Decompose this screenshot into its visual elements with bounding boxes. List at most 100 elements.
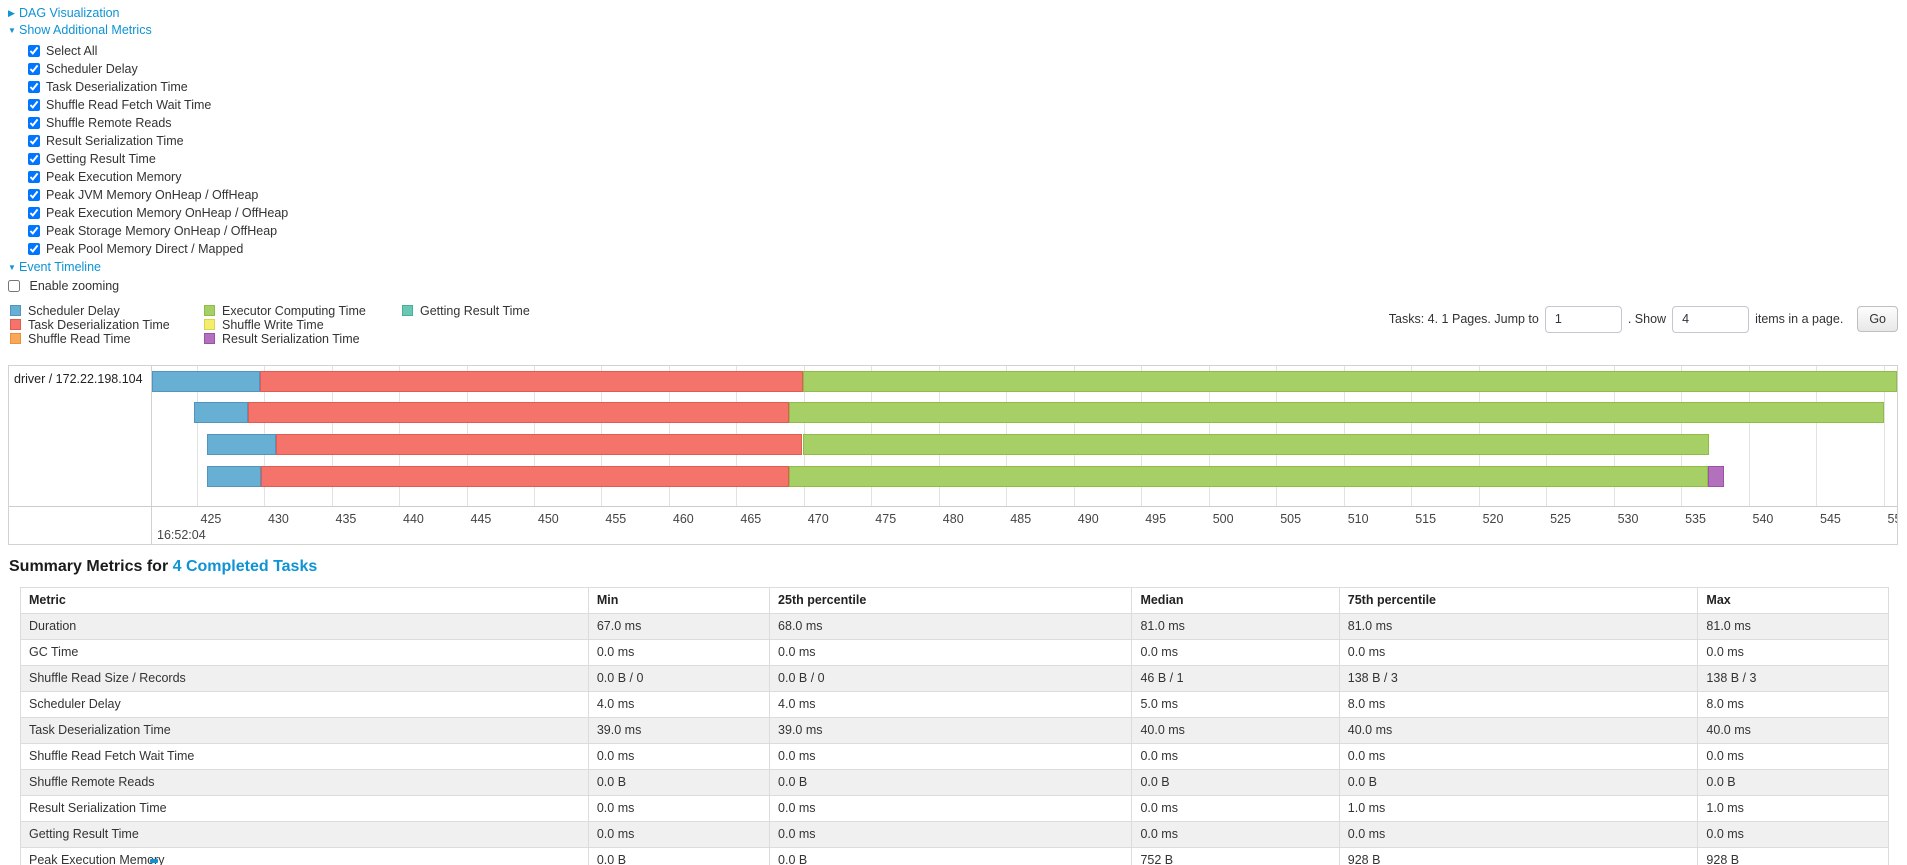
jump-to-page-input[interactable] bbox=[1544, 305, 1622, 333]
metric-checkbox-select-all[interactable] bbox=[28, 45, 40, 57]
metric-checkbox-label-select-all: Select All bbox=[46, 44, 98, 58]
summary-metric-value: 81.0 ms bbox=[1338, 613, 1699, 640]
timeline-tick-480: 480 bbox=[942, 512, 964, 526]
summary-metric-value: 46 B / 1 bbox=[1131, 665, 1340, 692]
metric-checkbox-row-shuffle-read-fetch-wait-time: Shuffle Read Fetch Wait Time bbox=[28, 96, 1907, 114]
task-3-segment-task_deserialization[interactable] bbox=[276, 434, 803, 455]
summary-metric-value: 0.0 ms bbox=[1338, 821, 1699, 848]
executor-group-label: driver / 172.22.198.104 bbox=[14, 372, 143, 386]
show-text: . Show bbox=[1627, 312, 1667, 326]
event-timeline-toggle[interactable]: ▼ Event Timeline bbox=[8, 260, 1907, 276]
legend-label-shuffle-read-time: Shuffle Read Time bbox=[28, 332, 131, 346]
completed-tasks-link[interactable]: 4 Completed Tasks bbox=[172, 558, 318, 575]
show-additional-metrics-link[interactable]: Show Additional Metrics bbox=[19, 23, 152, 37]
summary-row-peak-execution-memory: Peak Execution Memory 0.0 B 0.0 B 752 B 928 … bbox=[20, 847, 1889, 865]
task-3-segment-scheduler_delay[interactable] bbox=[207, 434, 277, 455]
task-3-segment-executor_computing[interactable] bbox=[802, 434, 1710, 455]
summary-metric-value: 0.0 ms bbox=[587, 821, 771, 848]
metric-checkbox-label-peak-pool-memory-direct-mapped: Peak Pool Memory Direct / Mapped bbox=[46, 242, 244, 256]
summary-metric-value: 0.0 ms bbox=[1338, 639, 1699, 666]
metric-checkbox-scheduler-delay[interactable] bbox=[28, 63, 40, 75]
metric-checkbox-row-peak-jvm-memory-onheap-offheap: Peak JVM Memory OnHeap / OffHeap bbox=[28, 186, 1907, 204]
summary-row-gc-time: GC Time 0.0 ms 0.0 ms 0.0 ms 0.0 ms 0.0 ms bbox=[20, 639, 1889, 666]
metric-checkbox-row-scheduler-delay: Scheduler Delay bbox=[28, 60, 1907, 78]
summary-metric-value: 0.0 B bbox=[1131, 769, 1340, 796]
summary-metric-value: 0.0 ms bbox=[769, 795, 1133, 822]
task-1-segment-executor_computing[interactable] bbox=[802, 371, 1897, 392]
summary-metric-value: 928 B bbox=[1338, 847, 1699, 865]
legend-swatch-shuffle_read-icon bbox=[10, 333, 21, 344]
timeline-tick-450: 450 bbox=[537, 512, 559, 526]
metric-checkbox-task-deserialization-time[interactable] bbox=[28, 81, 40, 93]
summary-metric-value: 0.0 ms bbox=[1697, 821, 1889, 848]
legend-item-getting-result-time: Getting Result Time bbox=[402, 305, 530, 319]
metric-checkbox-row-task-deserialization-time: Task Deserialization Time bbox=[28, 78, 1907, 96]
event-timeline-chart: driver / 172.22.198.104 425 430 435 440 445 4… bbox=[8, 365, 1898, 545]
metric-checkbox-shuffle-remote-reads[interactable] bbox=[28, 117, 40, 129]
task-4-segment-task_deserialization[interactable] bbox=[261, 466, 789, 487]
metric-checkbox-row-result-serialization-time: Result Serialization Time bbox=[28, 132, 1907, 150]
legend-label-getting-result-time: Getting Result Time bbox=[420, 304, 530, 318]
summary-metric-value: 0.0 B bbox=[1338, 769, 1699, 796]
go-button[interactable]: Go bbox=[1857, 306, 1898, 332]
event-timeline-link[interactable]: Event Timeline bbox=[19, 260, 101, 274]
metric-checkbox-peak-storage-memory-onheap-offheap[interactable] bbox=[28, 225, 40, 237]
metric-checkbox-label-peak-execution-memory-onheap-offheap: Peak Execution Memory OnHeap / OffHeap bbox=[46, 206, 289, 220]
timeline-tick-485: 485 bbox=[1010, 512, 1032, 526]
metric-checkbox-peak-pool-memory-direct-mapped[interactable] bbox=[28, 243, 40, 255]
task-2-segment-executor_computing[interactable] bbox=[789, 402, 1884, 423]
task-4-segment-scheduler_delay[interactable] bbox=[207, 466, 262, 487]
task-pagination: Tasks: 4. 1 Pages. Jump to . Show items … bbox=[1383, 304, 1898, 334]
summary-row-scheduler-delay: Scheduler Delay 4.0 ms 4.0 ms 5.0 ms 8.0 ms 8… bbox=[20, 691, 1889, 718]
legend-item-shuffle-write-time: Shuffle Write Time bbox=[204, 319, 386, 333]
enable-zooming-row: Enable zooming bbox=[8, 277, 1907, 295]
summary-metric-value: 0.0 ms bbox=[1697, 639, 1889, 666]
summary-row-shuffle-read-fetch-wait-time: Shuffle Read Fetch Wait Time 0.0 ms 0.0 ms… bbox=[20, 743, 1889, 770]
summary-metric-value: 138 B / 3 bbox=[1338, 665, 1699, 692]
timeline-tick-505: 505 bbox=[1280, 512, 1302, 526]
summary-metric-value: 68.0 ms bbox=[769, 613, 1133, 640]
show-additional-metrics-toggle[interactable]: ▼ Show Additional Metrics bbox=[8, 23, 1907, 39]
summary-metric-value: 4.0 ms bbox=[587, 691, 771, 718]
metric-checkbox-label-peak-execution-memory: Peak Execution Memory bbox=[46, 170, 182, 184]
summary-metric-name: Getting Result Time bbox=[20, 821, 589, 848]
summary-metric-value: 0.0 ms bbox=[1131, 795, 1340, 822]
task-2-segment-task_deserialization[interactable] bbox=[247, 402, 789, 423]
legend-column-3: Getting Result Time bbox=[402, 305, 530, 347]
metric-checkbox-label-result-serialization-time: Result Serialization Time bbox=[46, 134, 184, 148]
metric-checkbox-shuffle-read-fetch-wait-time[interactable] bbox=[28, 99, 40, 111]
summary-metric-value: 0.0 B / 0 bbox=[769, 665, 1133, 692]
summary-metric-value: 0.0 B / 0 bbox=[587, 665, 771, 692]
summary-title-text: Summary Metrics for bbox=[9, 558, 173, 575]
summary-metric-value: 40.0 ms bbox=[1131, 717, 1340, 744]
summary-metric-value: 928 B bbox=[1697, 847, 1889, 865]
dag-visualization-toggle[interactable]: ▶ DAG Visualization bbox=[8, 6, 1907, 22]
task-4-segment-result_serialization[interactable] bbox=[1708, 466, 1725, 487]
metric-checkbox-label-shuffle-read-fetch-wait-time: Shuffle Read Fetch Wait Time bbox=[46, 98, 212, 112]
legend-swatch-getting_result-icon bbox=[402, 305, 413, 316]
timeline-tick-535: 535 bbox=[1685, 512, 1706, 526]
legend-label-task-deserialization-time: Task Deserialization Time bbox=[28, 318, 170, 332]
metric-checkbox-peak-execution-memory-onheap-offheap[interactable] bbox=[28, 207, 40, 219]
summary-row-shuffle-remote-reads: Shuffle Remote Reads 0.0 B 0.0 B 0.0 B 0.0 B… bbox=[20, 769, 1889, 796]
dag-visualization-link[interactable]: DAG Visualization bbox=[19, 6, 120, 20]
task-1-segment-task_deserialization[interactable] bbox=[260, 371, 803, 392]
summary-metric-value: 40.0 ms bbox=[1338, 717, 1699, 744]
task-4-segment-executor_computing[interactable] bbox=[789, 466, 1709, 487]
summary-row-duration: Duration 67.0 ms 68.0 ms 81.0 ms 81.0 ms 81.0… bbox=[20, 613, 1889, 640]
summary-metric-value: 0.0 B bbox=[587, 769, 771, 796]
items-per-page-input[interactable] bbox=[1672, 305, 1750, 333]
enable-zooming-checkbox[interactable] bbox=[8, 280, 20, 292]
timeline-controls-row: Scheduler Delay Task Deserialization Time… bbox=[8, 304, 1907, 360]
timeline-tick-460: 460 bbox=[672, 512, 694, 526]
timeline-tick-530: 530 bbox=[1617, 512, 1639, 526]
metric-checkbox-result-serialization-time[interactable] bbox=[28, 135, 40, 147]
summary-metric-value: 0.0 ms bbox=[1131, 821, 1340, 848]
task-1-segment-scheduler_delay[interactable] bbox=[152, 371, 260, 392]
metric-checkbox-peak-execution-memory[interactable] bbox=[28, 171, 40, 183]
legend-swatch-task_deserialization-icon bbox=[10, 319, 21, 330]
metric-checkbox-peak-jvm-memory-onheap-offheap[interactable] bbox=[28, 189, 40, 201]
task-2-segment-scheduler_delay[interactable] bbox=[193, 402, 248, 423]
metric-checkbox-getting-result-time[interactable] bbox=[28, 153, 40, 165]
legend-item-executor-computing-time: Executor Computing Time bbox=[204, 305, 386, 319]
